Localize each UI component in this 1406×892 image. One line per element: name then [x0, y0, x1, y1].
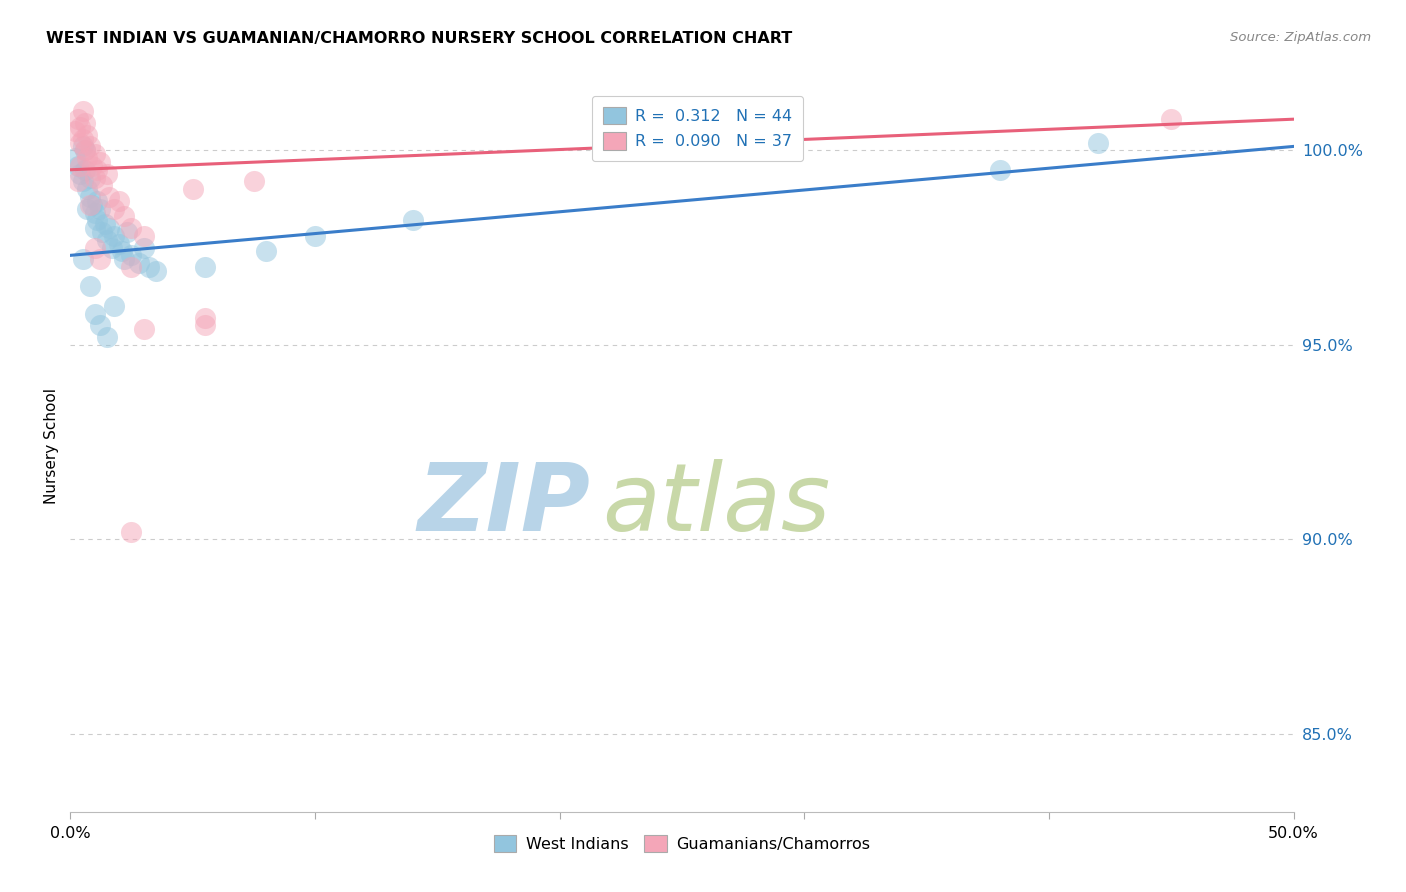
Point: [115, 225, 138, 239]
Point: [108, 236, 131, 251]
Point: [243, 174, 266, 188]
Point: [73, 144, 96, 158]
Point: [83, 147, 105, 161]
Point: [83, 307, 105, 321]
Point: [82, 159, 104, 173]
Point: [98, 190, 121, 204]
Point: [132, 322, 155, 336]
Point: [194, 260, 217, 274]
Point: [72, 104, 94, 119]
Point: [181, 182, 204, 196]
Text: atlas: atlas: [602, 459, 831, 550]
Point: [86, 194, 108, 208]
Point: [112, 252, 135, 267]
Point: [83, 205, 105, 219]
Point: [96, 167, 118, 181]
Point: [69, 159, 91, 173]
Point: [72, 139, 94, 153]
Point: [82, 198, 104, 212]
Point: [89, 202, 111, 216]
Point: [79, 170, 101, 185]
Point: [128, 256, 150, 270]
Point: [194, 310, 217, 325]
Point: [89, 252, 111, 267]
Point: [89, 155, 111, 169]
Point: [66, 159, 89, 173]
Point: [121, 221, 143, 235]
Point: [121, 260, 143, 274]
Point: [402, 213, 425, 227]
Point: [83, 241, 105, 255]
Point: [103, 228, 125, 243]
Point: [91, 225, 114, 239]
Point: [194, 318, 217, 333]
Point: [101, 241, 124, 255]
Point: [73, 144, 96, 158]
Point: [132, 241, 155, 255]
Text: Source: ZipAtlas.com: Source: ZipAtlas.com: [1230, 31, 1371, 45]
Point: [79, 279, 101, 293]
Point: [138, 260, 160, 274]
Point: [145, 264, 167, 278]
Point: [76, 182, 98, 196]
Point: [112, 210, 135, 224]
Y-axis label: Nursery School: Nursery School: [44, 388, 59, 504]
Point: [121, 248, 143, 262]
Point: [132, 228, 155, 243]
Point: [66, 174, 89, 188]
Point: [76, 151, 98, 165]
Point: [76, 202, 98, 216]
Point: [108, 194, 131, 208]
Point: [79, 198, 101, 212]
Point: [63, 151, 86, 165]
Point: [73, 116, 96, 130]
Point: [304, 228, 326, 243]
Point: [103, 299, 125, 313]
Point: [93, 217, 115, 231]
Text: WEST INDIAN VS GUAMANIAN/CHAMORRO NURSERY SCHOOL CORRELATION CHART: WEST INDIAN VS GUAMANIAN/CHAMORRO NURSER…: [46, 31, 793, 46]
Point: [83, 221, 105, 235]
Point: [72, 174, 94, 188]
Point: [121, 524, 143, 539]
Point: [103, 202, 125, 216]
Point: [89, 318, 111, 333]
Point: [111, 244, 134, 259]
Point: [96, 233, 118, 247]
Text: ZIP: ZIP: [418, 458, 591, 550]
Point: [73, 162, 96, 177]
Legend: West Indians, Guamanians/Chamorros: West Indians, Guamanians/Chamorros: [488, 829, 876, 859]
Point: [988, 162, 1011, 177]
Point: [69, 167, 91, 181]
Point: [96, 330, 118, 344]
Point: [63, 124, 86, 138]
Point: [254, 244, 277, 259]
Point: [69, 136, 91, 150]
Point: [69, 120, 91, 134]
Point: [72, 252, 94, 267]
Point: [76, 128, 98, 142]
Point: [86, 213, 108, 227]
Point: [91, 178, 114, 193]
Point: [98, 221, 121, 235]
Point: [79, 190, 101, 204]
Point: [83, 170, 105, 185]
Point: [79, 139, 101, 153]
Point: [86, 162, 108, 177]
Point: [72, 131, 94, 145]
Point: [1087, 136, 1109, 150]
Point: [1160, 112, 1182, 127]
Point: [66, 112, 89, 127]
